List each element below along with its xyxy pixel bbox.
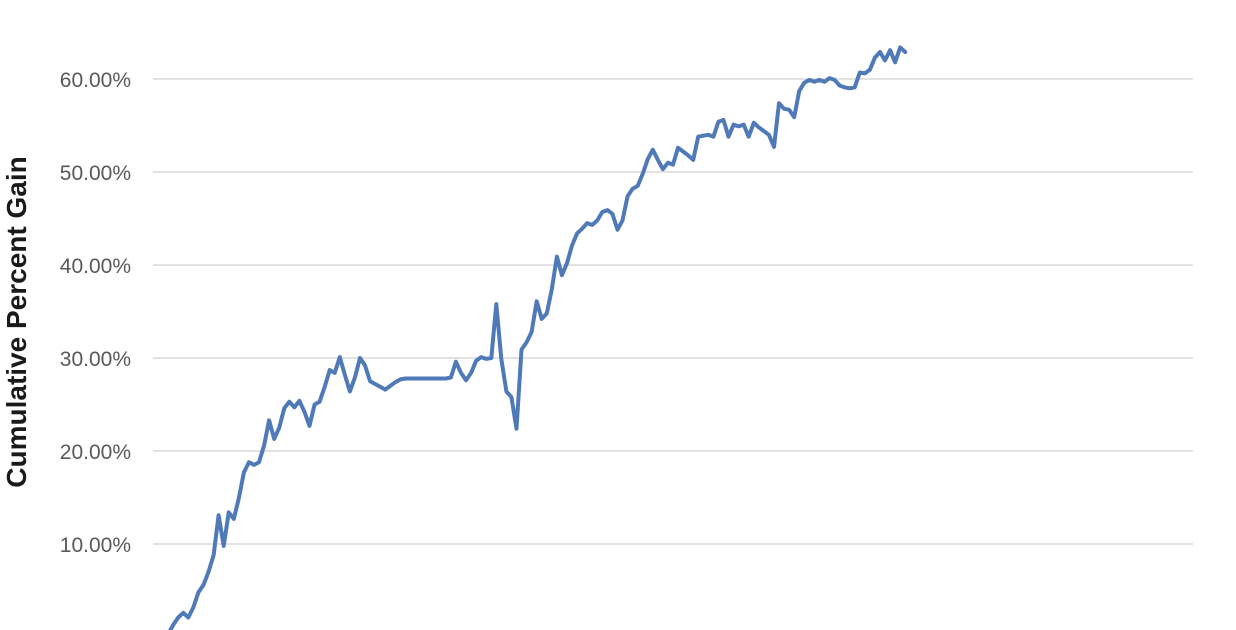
y-axis-title: Cumulative Percent Gain [1, 156, 32, 487]
y-tick-labels-group: 0.00% 10.00% 20.00% 30.00% 40.00% 50.00% 60.00… [60, 69, 131, 630]
gridlines-group [153, 78, 1193, 545]
y-tick-label-50: 50.00% [60, 162, 131, 185]
y-tick-label-10: 10.00% [60, 534, 131, 557]
series-line-cumulative-percent-gain [168, 45, 908, 630]
y-tick-label-40: 40.00% [60, 255, 131, 278]
series-group [168, 45, 908, 630]
y-tick-label-30: 30.00% [60, 348, 131, 371]
y-tick-label-60: 60.00% [60, 69, 131, 92]
y-tick-label-0: 0.00% [71, 627, 131, 630]
y-tick-label-20: 20.00% [60, 441, 131, 464]
